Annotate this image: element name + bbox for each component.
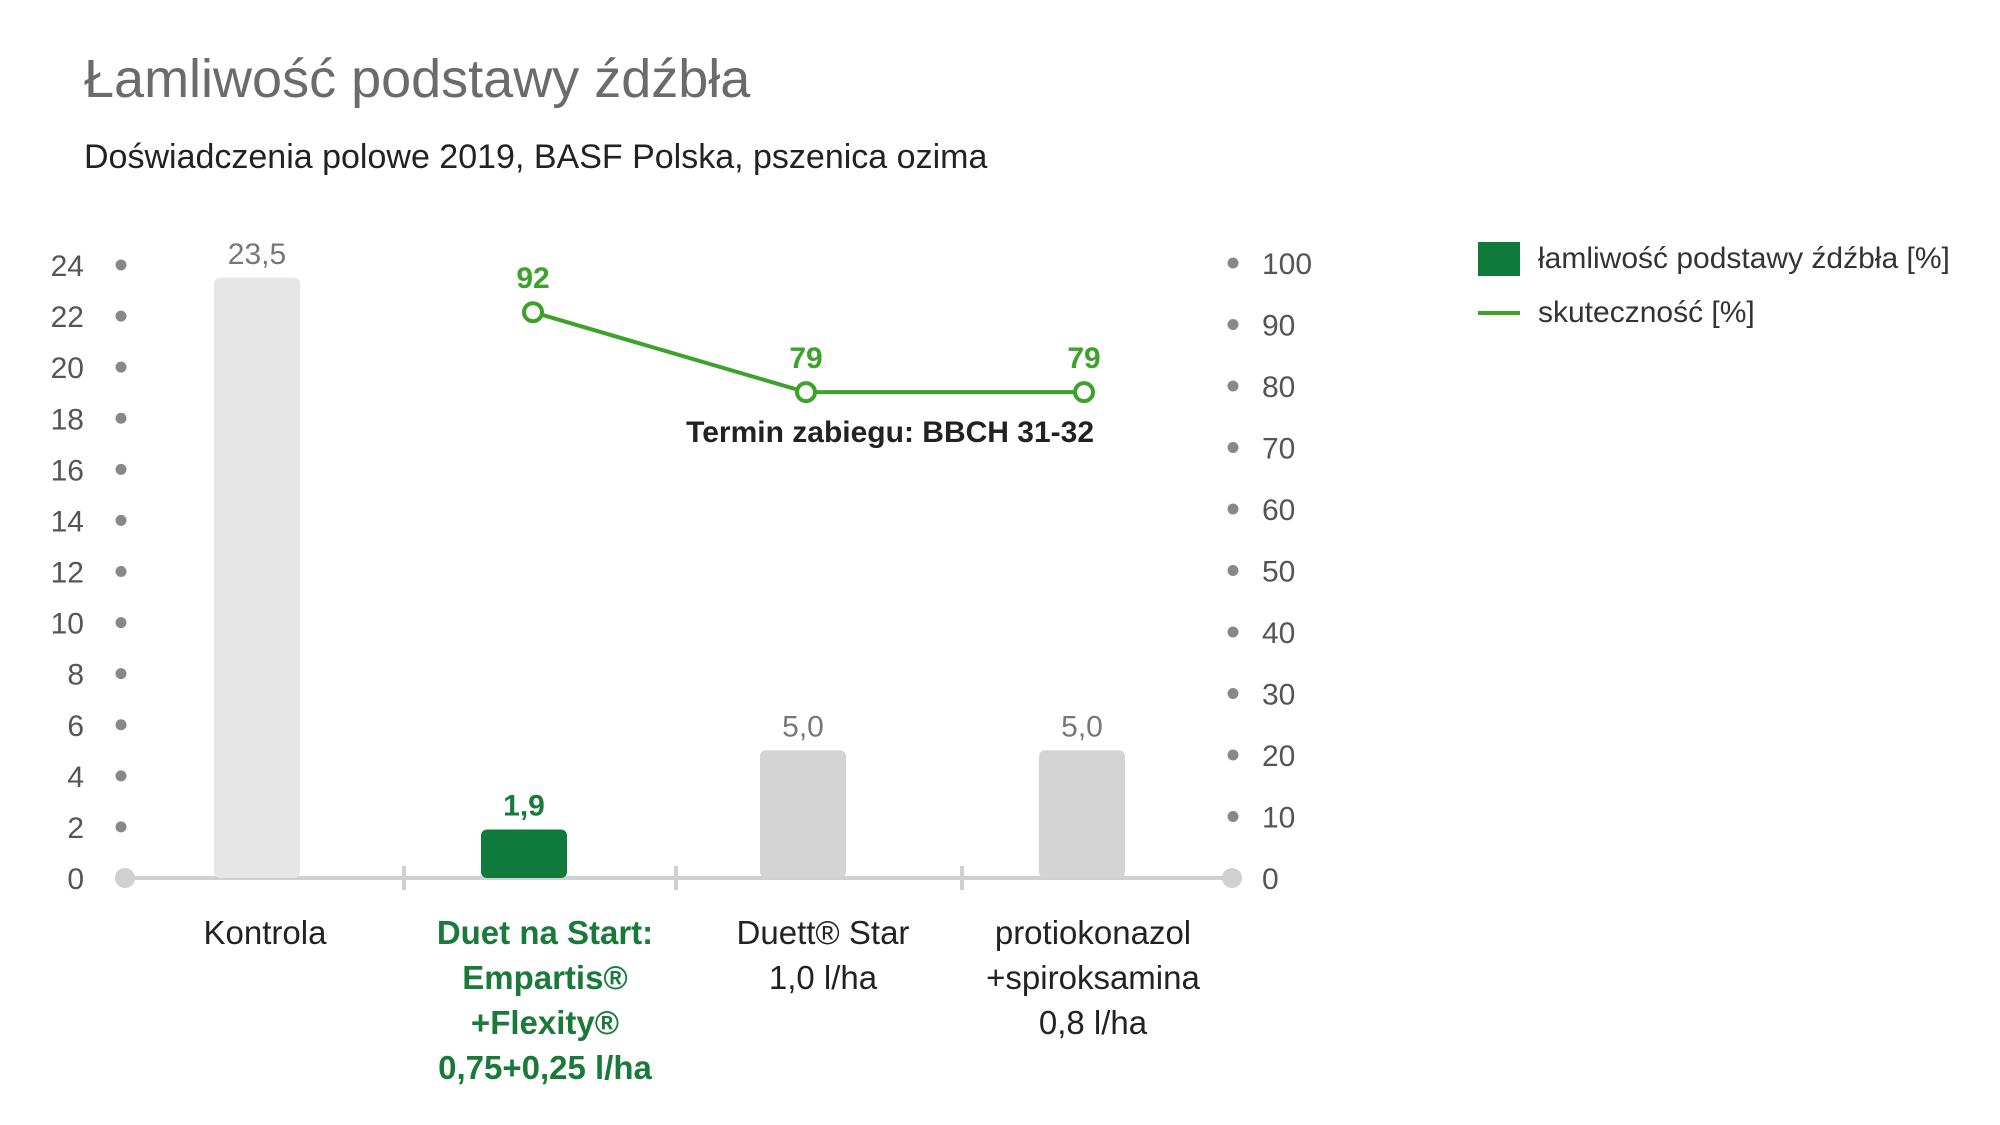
legend: łamliwość podstawy źdźbła [%] skutecznoś… bbox=[1478, 234, 1950, 342]
treatment-timing-annotation: Termin zabiegu: BBCH 31-32 bbox=[686, 416, 1094, 449]
y-left-tick-dot bbox=[115, 719, 127, 731]
category-label-line: 1,0 l/ha bbox=[769, 959, 878, 996]
y-left-tick-label: 22 bbox=[51, 301, 84, 334]
y-right-tick-dot bbox=[1227, 688, 1239, 699]
bar-value-label: 5,0 bbox=[1061, 710, 1103, 743]
y-right-tick-dot bbox=[1227, 257, 1239, 269]
efficacy-value-label: 92 bbox=[516, 262, 549, 295]
y-right-tick-dot bbox=[1227, 380, 1239, 392]
y-right-tick-label: 10 bbox=[1262, 802, 1295, 835]
y-right-tick-dot bbox=[1227, 565, 1239, 576]
y-right-tick-label: 60 bbox=[1262, 494, 1295, 527]
category-label-line: 0,75+0,25 l/ha bbox=[438, 1049, 652, 1086]
y-left-tick-label: 10 bbox=[51, 608, 84, 641]
y-left-tick-dot bbox=[115, 821, 127, 833]
bars bbox=[214, 277, 1125, 878]
y-left-tick-dot bbox=[115, 361, 127, 373]
x-axis-end-cap bbox=[1222, 868, 1242, 888]
bar-value-label: 1,9 bbox=[503, 789, 545, 822]
bar bbox=[760, 750, 846, 878]
y-left-tick-label: 0 bbox=[67, 863, 84, 896]
y-right-tick-dot bbox=[1227, 749, 1239, 761]
y-right-tick-label: 30 bbox=[1262, 679, 1295, 712]
legend-line-swatch bbox=[1478, 311, 1520, 315]
y-right-tick-label: 0 bbox=[1262, 863, 1279, 896]
x-axis-start-cap bbox=[115, 868, 135, 888]
y-left-tick-dot bbox=[115, 412, 127, 424]
legend-item-line: skuteczność [%] bbox=[1478, 288, 1950, 338]
legend-bar-label: łamliwość podstawy źdźbła [%] bbox=[1538, 242, 1950, 275]
chart-title: Łamliwość podstawy źdźbła bbox=[84, 49, 751, 109]
y-left-tick-label: 20 bbox=[51, 352, 84, 385]
category-label-line: Kontrola bbox=[204, 914, 328, 951]
y-left-tick-dot bbox=[115, 566, 127, 577]
y-right-tick-dot bbox=[1227, 442, 1239, 453]
y-left-tick-label: 6 bbox=[67, 710, 84, 743]
y-left-tick-label: 8 bbox=[67, 659, 84, 692]
category-label: Duet na Start: Empartis® +Flexity® 0,75+0,2… bbox=[437, 914, 653, 1086]
y-left-tick-label: 24 bbox=[51, 250, 84, 283]
bar bbox=[481, 829, 567, 878]
efficacy-point bbox=[1073, 381, 1095, 404]
y-left-tick-dot bbox=[115, 514, 127, 526]
y-left-tick-label: 4 bbox=[67, 761, 84, 794]
category-label-line: Duet na Start: bbox=[437, 914, 653, 951]
axes: 0246810121416182022240102030405060708090… bbox=[51, 248, 1312, 896]
y-right-tick-dot bbox=[1227, 626, 1239, 638]
category-label-line: +spiroksamina bbox=[986, 959, 1200, 996]
y-left-tick-label: 12 bbox=[51, 557, 84, 590]
y-right-tick-label: 70 bbox=[1262, 433, 1295, 466]
efficacy-value-label: 79 bbox=[789, 342, 822, 375]
chart-subtitle: Doświadczenia polowe 2019, BASF Polska, … bbox=[84, 138, 988, 176]
efficacy-line bbox=[522, 301, 1095, 404]
y-left-tick-dot bbox=[115, 668, 127, 680]
category-label-line: Empartis® bbox=[462, 959, 628, 996]
legend-item-bar: łamliwość podstawy źdźbła [%] bbox=[1478, 234, 1950, 284]
y-right-tick-dot bbox=[1227, 811, 1239, 822]
bar-value-label: 5,0 bbox=[782, 710, 824, 743]
category-label-line: 0,8 l/ha bbox=[1039, 1004, 1148, 1041]
efficacy-value-label: 79 bbox=[1067, 342, 1100, 375]
bar bbox=[214, 277, 300, 878]
y-left-tick-label: 18 bbox=[51, 403, 84, 436]
legend-bar-swatch bbox=[1478, 242, 1520, 276]
y-left-tick-dot bbox=[115, 310, 127, 322]
category-label: Kontrola bbox=[204, 914, 328, 951]
y-right-tick-dot bbox=[1227, 319, 1239, 330]
category-label-line: +Flexity® bbox=[471, 1004, 619, 1041]
y-right-tick-label: 80 bbox=[1262, 371, 1295, 404]
category-label-line: Duett® Star bbox=[737, 914, 910, 951]
y-left-tick-label: 14 bbox=[51, 505, 84, 538]
category-label: Duett® Star 1,0 l/ha bbox=[737, 914, 910, 996]
y-left-tick-label: 16 bbox=[51, 454, 84, 487]
legend-line-label: skuteczność [%] bbox=[1538, 296, 1755, 329]
efficacy-point bbox=[522, 301, 544, 324]
y-left-tick-dot bbox=[115, 617, 127, 629]
bar bbox=[1039, 750, 1125, 878]
y-left-tick-label: 2 bbox=[67, 812, 84, 845]
y-right-tick-label: 100 bbox=[1262, 248, 1312, 281]
y-right-tick-dot bbox=[1227, 503, 1239, 515]
y-right-tick-label: 50 bbox=[1262, 556, 1295, 589]
y-right-tick-label: 20 bbox=[1262, 740, 1295, 773]
y-left-tick-dot bbox=[115, 463, 127, 475]
category-label-line: protiokonazol bbox=[995, 914, 1191, 951]
category-label: protiokonazol +spiroksamina 0,8 l/ha bbox=[986, 914, 1200, 1041]
y-right-tick-label: 90 bbox=[1262, 310, 1295, 343]
y-left-tick-dot bbox=[115, 770, 127, 782]
y-right-tick-label: 40 bbox=[1262, 617, 1295, 650]
y-left-tick-dot bbox=[115, 259, 127, 271]
labels: 23,5 1,9 5,0 5,0 92 79 79 Kontrola Duet na Start… bbox=[204, 238, 1201, 1086]
efficacy-point bbox=[795, 381, 817, 404]
bar-value-label: 23,5 bbox=[228, 238, 286, 271]
